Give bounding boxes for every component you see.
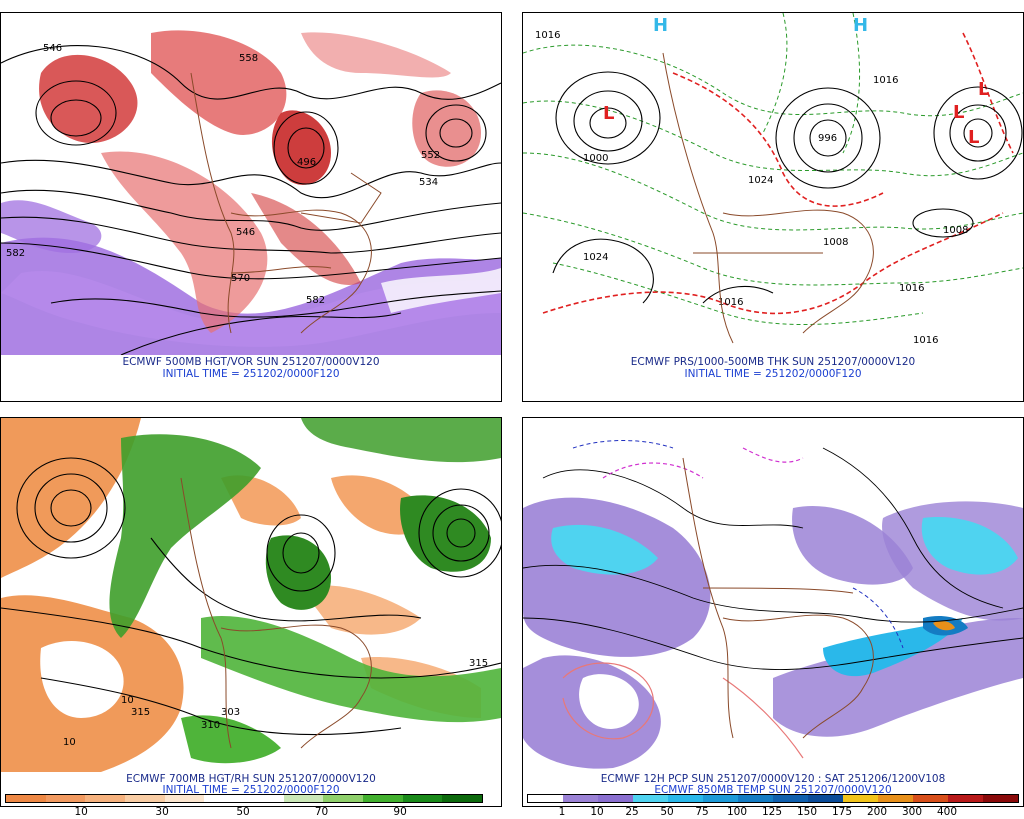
- colorbar-tick-label: 25: [625, 806, 639, 818]
- colorbar-tick-label: 10: [590, 806, 604, 818]
- colorbar-segment: [563, 795, 598, 802]
- low-pressure-symbol: L: [603, 103, 614, 124]
- contour-label: 1016: [899, 283, 924, 294]
- colorbar-segment: [983, 795, 1018, 802]
- contour-label: 582: [6, 248, 25, 259]
- colorbar-segment: [85, 795, 126, 802]
- colorbar-segment: [808, 795, 843, 802]
- colorbar-segment: [244, 795, 284, 802]
- colorbar-segment: [598, 795, 633, 802]
- high-pressure-symbol: H: [853, 15, 868, 36]
- panel-initial-time: INITIAL TIME = 251202/0000F120: [162, 784, 340, 796]
- contour-label: 1024: [583, 252, 608, 263]
- rh-colorbar: [5, 794, 483, 803]
- colorbar-tick-label: 50: [236, 806, 250, 818]
- colorbar-segment: [668, 795, 703, 802]
- colorbar-segment: [528, 795, 563, 802]
- panel-caption: ECMWF 12H PCP SUN 251207/0000V120 : SAT …: [600, 773, 946, 785]
- colorbar-segment: [204, 795, 245, 802]
- map-mslp-thickness: 1016 1024 1016 1016 1008 1000 1024 996 1…: [523, 13, 1023, 355]
- colorbar-segment: [283, 795, 324, 802]
- contour-label: 10: [63, 737, 76, 748]
- low-pressure-symbol: L: [968, 127, 979, 148]
- contour-label: 315: [469, 658, 488, 669]
- contour-label: 496: [297, 157, 316, 168]
- contour-label: 10: [121, 695, 134, 706]
- contour-label: 996: [818, 133, 837, 144]
- colorbar-tick-label: 10: [74, 806, 88, 818]
- colorbar-tick-label: 100: [726, 806, 748, 818]
- colorbar-segment: [738, 795, 773, 802]
- colorbar-segment: [164, 795, 205, 802]
- contour-label: 1016: [873, 75, 898, 86]
- contour-label: 582: [306, 295, 325, 306]
- panel-subtitle: ECMWF 850MB TEMP SUN 251207/0000V120: [654, 784, 892, 796]
- colorbar-segment: [703, 795, 738, 802]
- colorbar-tick-label: 300: [901, 806, 923, 818]
- map-700mb-rh: 315 303 310 315 10 10: [1, 418, 501, 772]
- panel-700mb-hgt-rh: 315 303 310 315 10 10 ECMWF 700MB HGT/RH…: [0, 417, 502, 807]
- colorbar-segment: [363, 795, 403, 802]
- panel-initial-time: INITIAL TIME = 251202/0000F120: [162, 368, 340, 380]
- panel-caption: ECMWF PRS/1000-500MB THK SUN 251207/0000…: [630, 356, 916, 368]
- colorbar-segment: [878, 795, 913, 802]
- contour-label: 546: [43, 43, 62, 54]
- colorbar-segment: [913, 795, 948, 802]
- panel-500mb-hgt-vor: 546 558 552 496 534 570 582 582 546 ECMW…: [0, 12, 502, 402]
- contour-label: 534: [419, 177, 438, 188]
- colorbar-segment: [948, 795, 983, 802]
- panel-prs-thickness: 1016 1024 1016 1016 1008 1000 1024 996 1…: [522, 12, 1024, 402]
- colorbar-tick-label: 400: [936, 806, 958, 818]
- colorbar-segment: [402, 795, 443, 802]
- contour-label: 1000: [583, 153, 608, 164]
- contour-label: 570: [231, 273, 250, 284]
- low-pressure-symbol: L: [978, 79, 989, 100]
- contour-label: 1016: [535, 30, 560, 41]
- colorbar-tick-label: 30: [155, 806, 169, 818]
- colorbar-segment: [125, 795, 165, 802]
- colorbar-segment: [843, 795, 878, 802]
- colorbar-tick-label: 175: [831, 806, 853, 818]
- map-500mb-vorticity: 546 558 552 496 534 570 582 582 546: [1, 13, 501, 355]
- contour-label: 303: [221, 707, 240, 718]
- panel-caption: ECMWF 500MB HGT/VOR SUN 251207/0000V120: [122, 356, 380, 368]
- map-precip-850-temp: [523, 418, 1023, 772]
- contour-label: 546: [236, 227, 255, 238]
- colorbar-tick-label: 90: [393, 806, 407, 818]
- colorbar-tick-label: 75: [695, 806, 709, 818]
- contour-label: 1016: [913, 335, 938, 346]
- contour-label: 552: [421, 150, 440, 161]
- contour-label: 1008: [943, 225, 968, 236]
- contour-label: 315: [131, 707, 150, 718]
- contour-label: 1024: [748, 175, 773, 186]
- colorbar-tick-label: 1: [558, 806, 566, 818]
- colorbar-segment: [45, 795, 86, 802]
- precip-colorbar: [527, 794, 1019, 803]
- contour-label: 558: [239, 53, 258, 64]
- colorbar-segment: [773, 795, 808, 802]
- colorbar-tick-label: 70: [314, 806, 329, 818]
- panel-initial-time: INITIAL TIME = 251202/0000F120: [684, 368, 862, 380]
- colorbar-tick-label: 125: [761, 806, 783, 818]
- colorbar-tick-label: 50: [660, 806, 674, 818]
- colorbar-tick-label: 200: [866, 806, 888, 818]
- contour-label: 310: [201, 720, 220, 731]
- colorbar-tick-label: 150: [796, 806, 818, 818]
- low-pressure-symbol: L: [953, 102, 964, 123]
- panel-caption: ECMWF 700MB HGT/RH SUN 251207/0000V120: [126, 773, 376, 785]
- colorbar-segment: [442, 795, 483, 802]
- colorbar-segment: [6, 795, 46, 802]
- colorbar-segment: [633, 795, 668, 802]
- high-pressure-symbol: H: [653, 15, 668, 36]
- panel-12h-pcp-850mb-temp: ECMWF 12H PCP SUN 251207/0000V120 : SAT …: [522, 417, 1024, 807]
- contour-label: 1016: [718, 297, 743, 308]
- colorbar-segment: [323, 795, 364, 802]
- contour-label: 1008: [823, 237, 848, 248]
